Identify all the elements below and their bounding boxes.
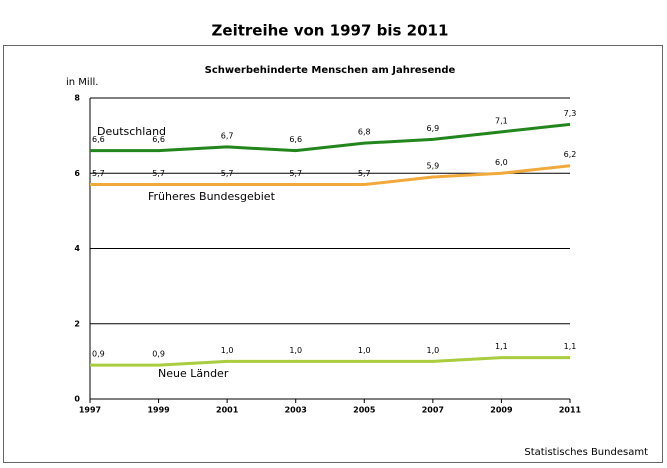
y-tick-label: 2 bbox=[74, 319, 80, 328]
data-label: 6,6 bbox=[289, 135, 302, 144]
data-label: 5,7 bbox=[92, 169, 105, 178]
chart-title: Zeitreihe von 1997 bis 2011 bbox=[212, 22, 449, 40]
data-label: 0,9 bbox=[152, 350, 165, 359]
data-label: 6,9 bbox=[426, 124, 439, 133]
y-tick-label: 6 bbox=[74, 169, 80, 178]
x-tick-label: 2011 bbox=[559, 406, 582, 415]
y-axis-label: in Mill. bbox=[66, 77, 98, 88]
x-tick-label: 2009 bbox=[490, 406, 513, 415]
source: Statistisches Bundesamt bbox=[524, 447, 648, 458]
data-label: 6,6 bbox=[92, 135, 105, 144]
x-tick-label: 2007 bbox=[422, 406, 444, 415]
data-label: 5,7 bbox=[152, 169, 165, 178]
data-label: 5,9 bbox=[426, 162, 439, 171]
data-label: 6,2 bbox=[564, 150, 577, 159]
series-line bbox=[90, 356, 570, 367]
series-label: Neue Länder bbox=[158, 367, 229, 380]
y-tick-label: 4 bbox=[74, 244, 80, 253]
chart-subtitle: Schwerbehinderte Menschen am Jahresende bbox=[205, 65, 456, 76]
y-tick-label: 0 bbox=[74, 395, 80, 404]
data-label: 7,1 bbox=[495, 116, 508, 125]
x-tick-label: 1999 bbox=[147, 406, 170, 415]
x-tick-label: 2003 bbox=[285, 406, 307, 415]
data-label: 0,9 bbox=[92, 350, 105, 359]
y-tick-label: 8 bbox=[74, 94, 80, 103]
data-label: 6,8 bbox=[358, 128, 371, 137]
data-label: 1,0 bbox=[221, 346, 234, 355]
data-label: 7,3 bbox=[564, 109, 577, 118]
series-line bbox=[90, 164, 571, 187]
data-label: 5,7 bbox=[358, 169, 371, 178]
x-tick-label: 2001 bbox=[216, 406, 239, 415]
data-label: 6,7 bbox=[221, 131, 234, 140]
data-label: 5,7 bbox=[289, 169, 302, 178]
data-label: 1,0 bbox=[289, 346, 302, 355]
series-label: Deutschland bbox=[97, 125, 166, 138]
frame bbox=[3, 45, 663, 463]
data-label: 6,0 bbox=[495, 158, 508, 167]
data-label: 1,0 bbox=[426, 346, 439, 355]
x-tick-label: 1997 bbox=[79, 406, 101, 415]
data-label: 6,6 bbox=[152, 135, 165, 144]
data-label: 1,1 bbox=[564, 342, 577, 351]
x-tick-label: 2005 bbox=[353, 406, 376, 415]
data-label: 5,7 bbox=[221, 169, 234, 178]
data-label: 1,1 bbox=[495, 342, 508, 351]
data-label: 1,0 bbox=[358, 346, 371, 355]
series-label: Früheres Bundesgebiet bbox=[148, 190, 276, 203]
series-line bbox=[90, 122, 571, 153]
